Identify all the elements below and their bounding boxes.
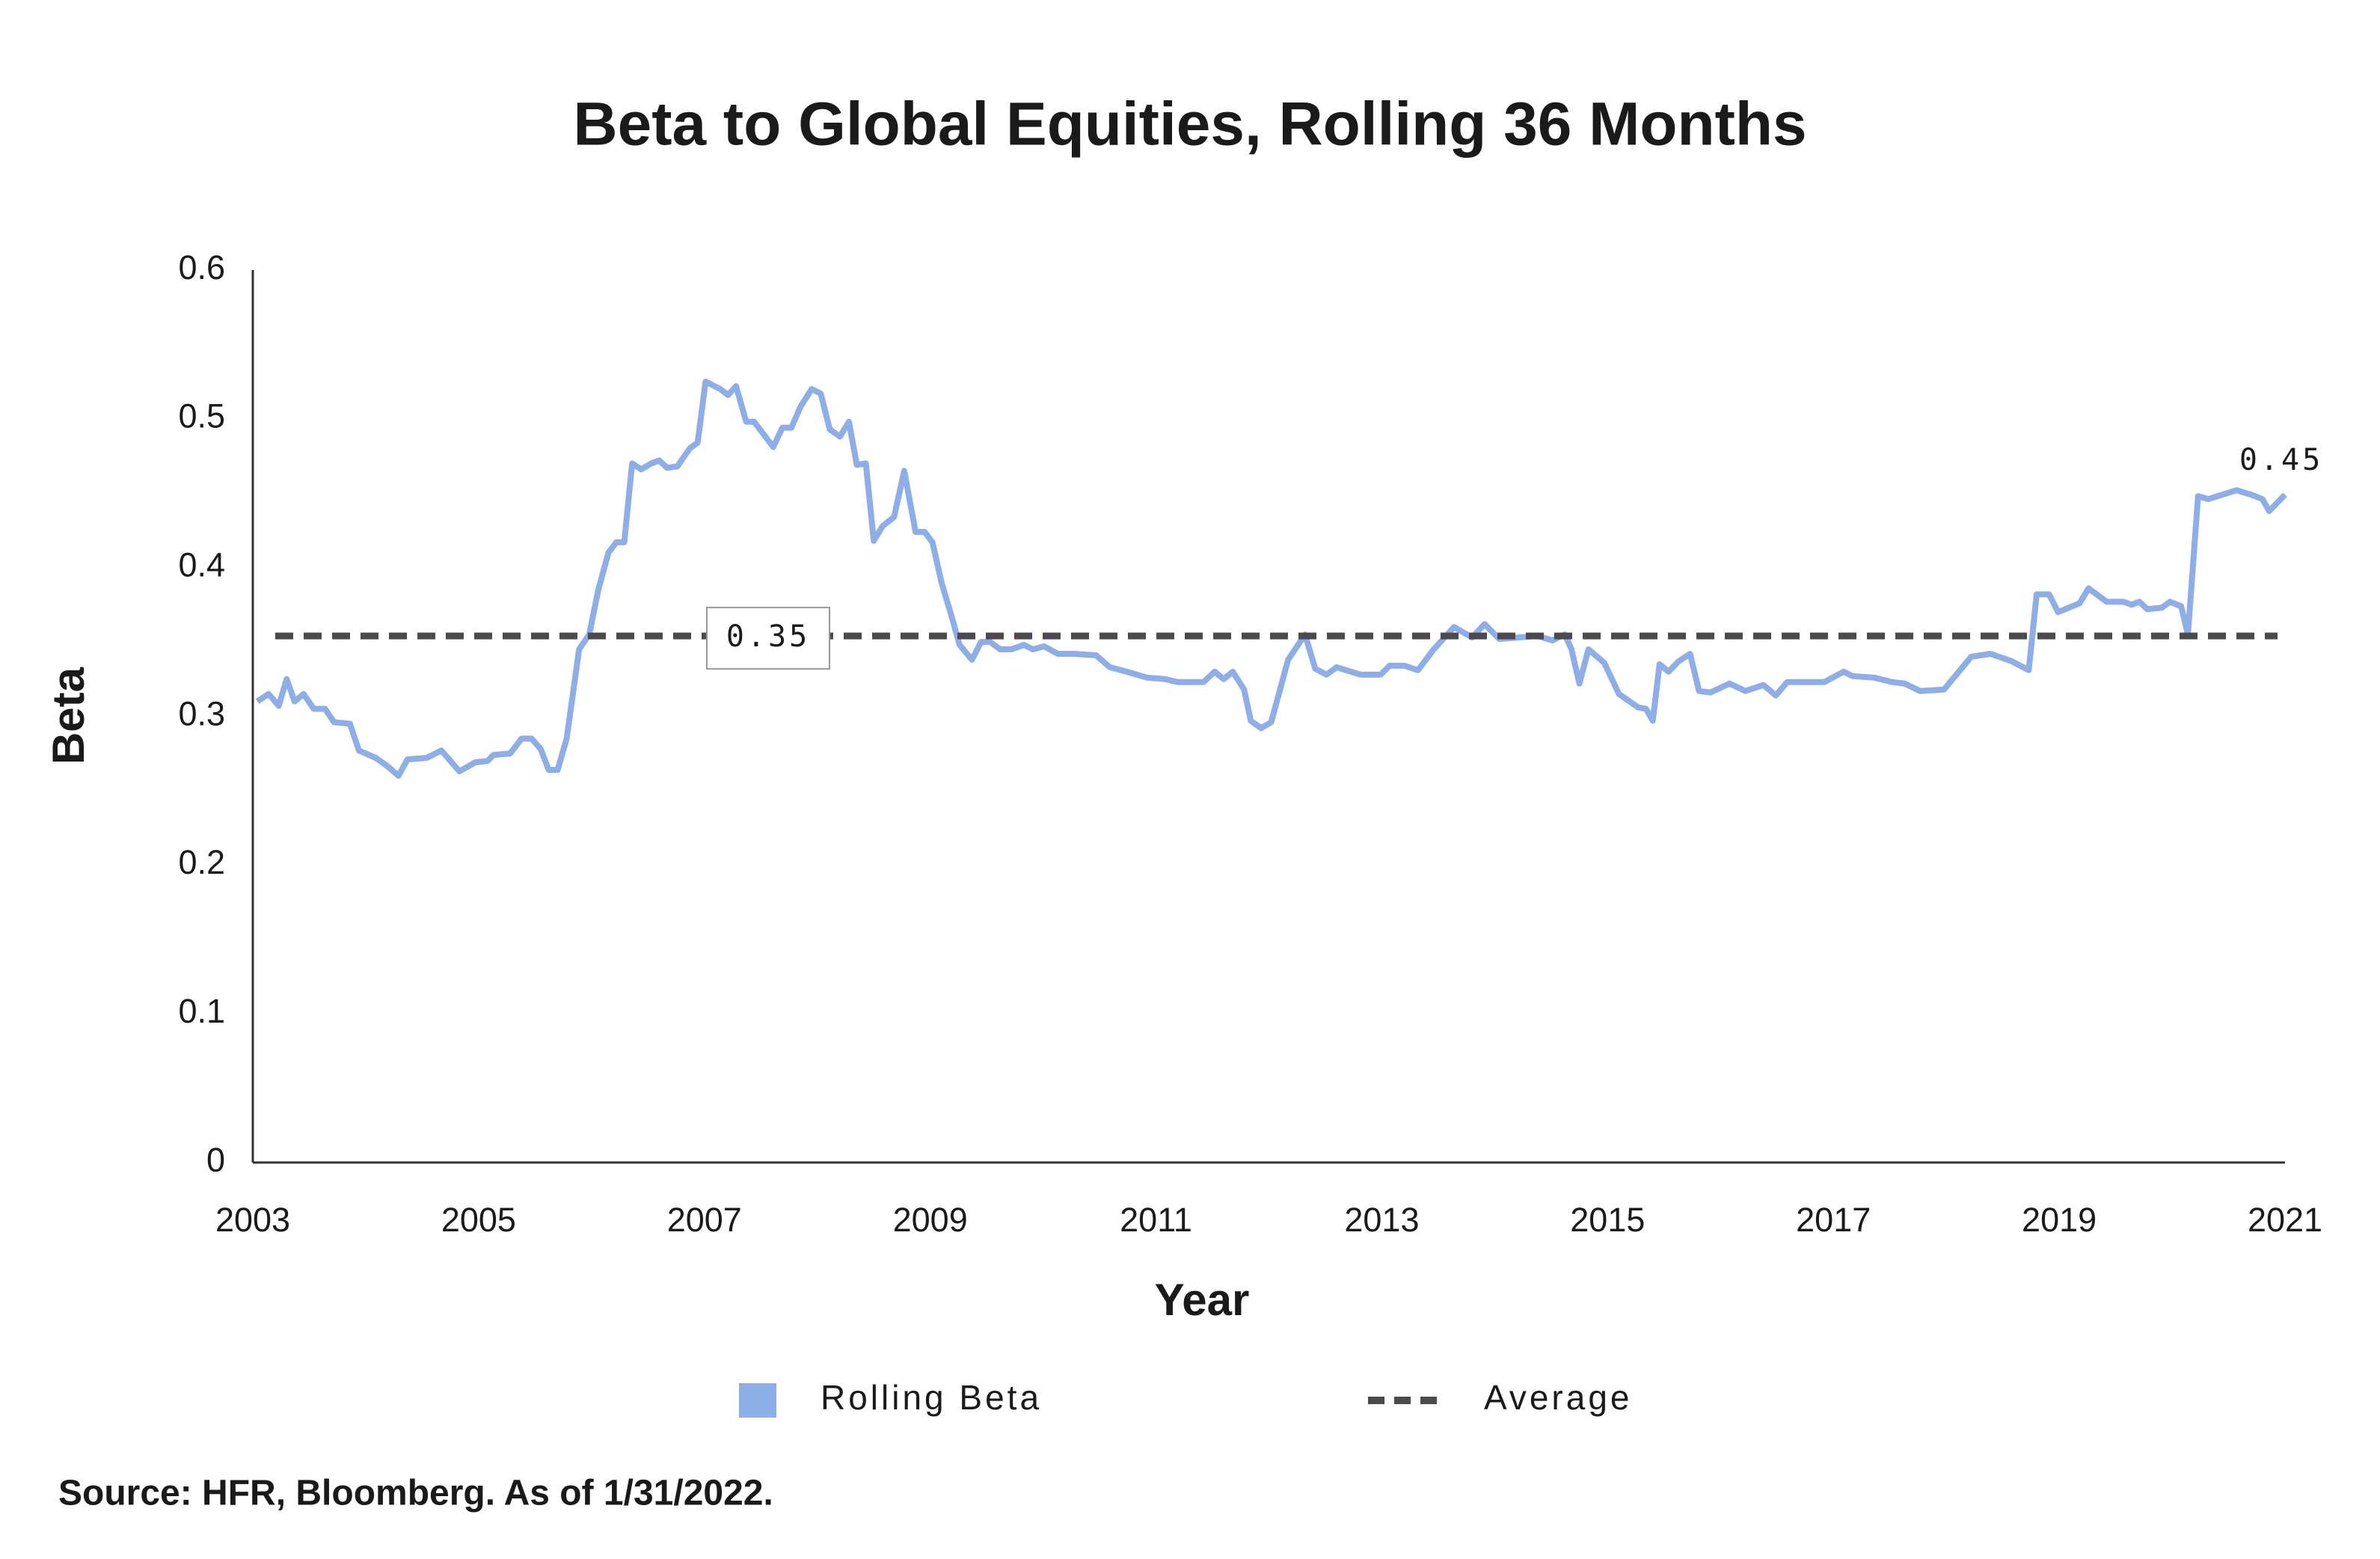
chart-title: Beta to Global Equities, Rolling 36 Mont… <box>573 91 1806 159</box>
x-tick-label: 2005 <box>441 1201 516 1239</box>
y-tick-label: 0 <box>206 1141 225 1179</box>
y-tick-label: 0.2 <box>178 843 225 881</box>
legend-label: Rolling Beta <box>821 1378 1042 1417</box>
end-value-label: 0.45 <box>2239 443 2323 477</box>
source-note: Source: HFR, Bloomberg. As of 1/31/2022. <box>58 1474 773 1513</box>
x-tick-label: 2015 <box>1570 1201 1645 1239</box>
y-axis-label: Beta <box>43 667 93 765</box>
y-tick-label: 0.4 <box>178 546 225 584</box>
legend-label: Average <box>1484 1378 1633 1417</box>
x-tick-label: 2011 <box>1120 1201 1192 1239</box>
x-tick-label: 2021 <box>2248 1201 2322 1239</box>
average-label-box <box>706 607 830 670</box>
x-tick-label: 2017 <box>1796 1201 1871 1239</box>
x-tick-label: 2009 <box>893 1201 968 1239</box>
y-tick-label: 0.6 <box>178 248 225 287</box>
y-tick-label: 0.1 <box>178 992 225 1030</box>
y-tick-label: 0.5 <box>178 397 225 435</box>
legend-swatch <box>739 1383 776 1418</box>
x-axis-label: Year <box>1155 1275 1250 1325</box>
average-label: 0.35 <box>726 619 810 654</box>
x-tick-label: 2019 <box>2022 1201 2097 1239</box>
y-tick-label: 0.3 <box>178 694 225 732</box>
x-tick-label: 2007 <box>667 1201 742 1239</box>
x-tick-label: 2013 <box>1344 1201 1419 1239</box>
data-line <box>255 379 2287 780</box>
x-tick-label: 2003 <box>215 1201 290 1239</box>
